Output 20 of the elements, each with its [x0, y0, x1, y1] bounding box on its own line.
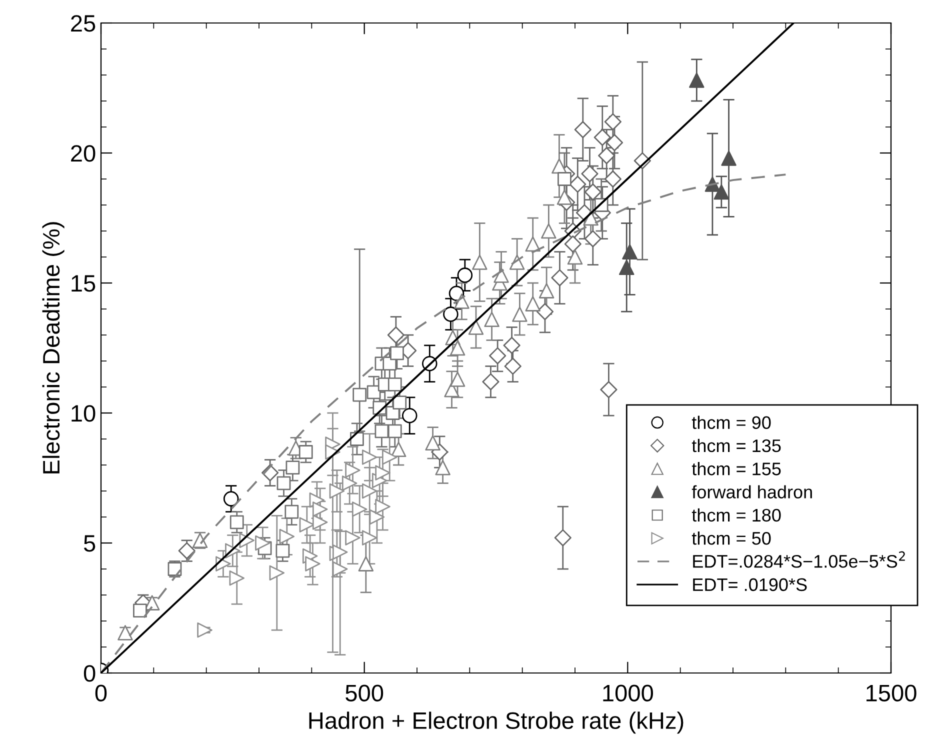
legend-label: thcm = 50	[692, 532, 771, 545]
y-tick-label: 25	[71, 15, 96, 32]
legend-label: thcm = 155	[692, 462, 781, 476]
y-tick-label: 10	[72, 405, 96, 422]
legend-label: forward hadron	[692, 485, 812, 498]
legend-label: EDT= .0190*S	[693, 578, 807, 592]
legend-label: thcm = 90	[692, 416, 771, 430]
y-tick-label: 0	[84, 665, 96, 682]
legend-label: thcm = 135	[692, 438, 781, 452]
y-tick-label: 15	[72, 275, 96, 292]
legend-label: thcm = 180	[692, 508, 781, 522]
x-axis-title: Hadron + Electron Strobe rate (kHz)	[309, 712, 684, 734]
x-tick-label: 1000	[603, 684, 654, 702]
x-tick-label: 1500	[866, 684, 916, 702]
y-tick-label: 20	[71, 145, 96, 162]
y-axis-title: Electronic Deadtime (%)	[42, 222, 64, 474]
x-tick-label: 0	[95, 684, 107, 702]
x-tick-label: 500	[346, 684, 384, 702]
legend-label: EDT=.0284*S−1.05e−5*S$^{2}$	[693, 551, 905, 568]
y-tick-label: 5	[84, 535, 96, 552]
